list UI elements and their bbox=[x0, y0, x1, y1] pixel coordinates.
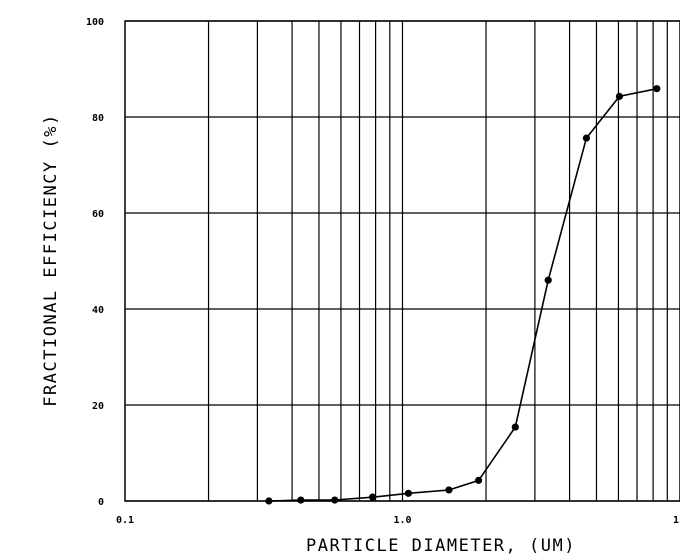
data-point bbox=[544, 276, 552, 284]
data-point bbox=[445, 486, 453, 494]
y-tick-label: 0 bbox=[98, 497, 104, 508]
plot-frame bbox=[124, 20, 680, 502]
data-point bbox=[511, 423, 519, 431]
x-tick-label: 1.0 bbox=[393, 515, 411, 526]
data-point bbox=[653, 85, 661, 93]
x-axis-title: PARTICLE DIAMETER, (UM) bbox=[306, 536, 576, 555]
data-point bbox=[474, 476, 483, 484]
y-axis-title: FRACTIONAL EFFICIENCY (%) bbox=[41, 113, 61, 406]
grid bbox=[125, 20, 680, 502]
data-point bbox=[404, 489, 412, 497]
y-tick-label: 20 bbox=[92, 401, 104, 412]
x-tick-label: 0.1 bbox=[116, 515, 134, 526]
data-point bbox=[297, 496, 305, 504]
data-point bbox=[265, 497, 273, 505]
data-point bbox=[331, 496, 339, 504]
y-tick-label: 40 bbox=[92, 305, 104, 316]
y-tick-label: 80 bbox=[92, 113, 104, 124]
y-tick-label: 60 bbox=[92, 209, 104, 220]
data-point bbox=[615, 92, 624, 100]
data-point bbox=[368, 493, 377, 501]
data-point bbox=[582, 134, 591, 142]
x-axis-tick-labels: 0.1 1.0 1 bbox=[116, 515, 679, 526]
x-tick-label: 1 bbox=[673, 515, 679, 526]
y-tick-label: 100 bbox=[86, 17, 104, 28]
y-axis-tick-labels: 0 20 40 60 80 100 bbox=[86, 17, 104, 508]
series-line bbox=[268, 87, 657, 502]
data-points bbox=[265, 85, 661, 505]
